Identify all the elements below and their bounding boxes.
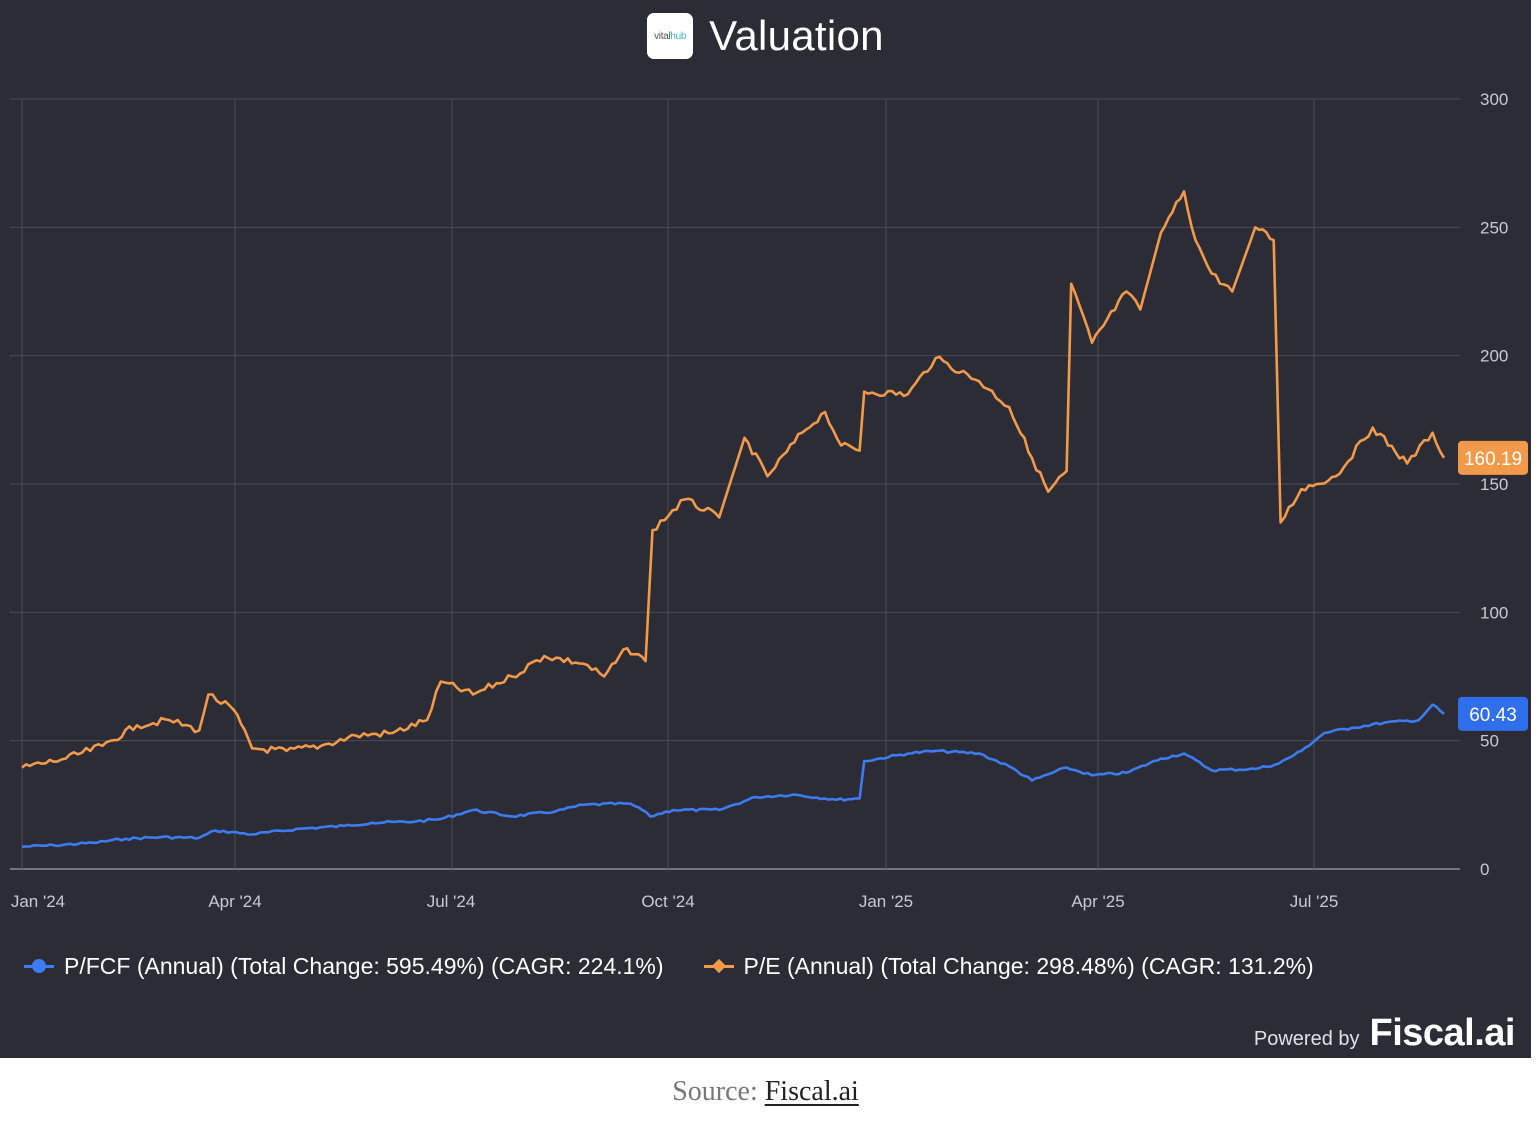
legend-label-pfcf: P/FCF (Annual) (Total Change: 595.49%) (…	[64, 952, 664, 979]
y-tick-label: 50	[1480, 732, 1499, 751]
powered-by[interactable]: Powered by Fiscal.ai	[1253, 1012, 1516, 1055]
powered-by-text: Powered by	[1253, 1028, 1360, 1050]
company-logo: vitalhub	[647, 13, 694, 59]
diamond-marker-icon	[703, 958, 734, 974]
circle-marker-icon	[24, 959, 54, 973]
end-label-pfcf: 60.43	[1469, 705, 1517, 726]
series-line-pfcf	[21, 703, 1445, 848]
chart-title: Valuation	[709, 12, 884, 59]
source-prefix: Source:	[672, 1076, 758, 1107]
x-tick-label: Apr '24	[208, 892, 261, 911]
x-tick-label: Apr '25	[1071, 892, 1124, 911]
x-tick-label: Jan '25	[859, 892, 913, 911]
chart-panel: vitalhub Valuation 0 50 100 150 200 250 300 Ja…	[0, 0, 1531, 1058]
series-line-pe	[21, 190, 1446, 769]
source-caption: Source: Fiscal.ai	[0, 1076, 1531, 1108]
chart-header: vitalhub Valuation	[0, 6, 1531, 66]
x-tick-label: Oct '24	[641, 892, 694, 911]
logo-text: vitalhub	[654, 31, 686, 42]
line-chart: 0 50 100 150 200 250 300 Jan '24 Apr '24 Jul '24…	[10, 90, 1528, 911]
legend: P/FCF (Annual) (Total Change: 595.49%) (…	[24, 946, 1314, 986]
end-label-pe: 160.19	[1464, 449, 1522, 470]
end-label-pe-box	[1458, 440, 1528, 475]
y-tick-label: 150	[1480, 475, 1508, 494]
source-link[interactable]: Fiscal.ai	[764, 1076, 859, 1107]
y-tick-label: 300	[1480, 90, 1508, 109]
brand-logo: Fiscal.ai	[1369, 1012, 1516, 1054]
grid	[10, 98, 1460, 870]
x-tick-label: Jan '24	[11, 892, 65, 911]
y-axis-ticks: 0 50 100 150 200 250 300	[1480, 90, 1508, 879]
logo-text-b: hub	[670, 30, 687, 42]
x-tick-label: Jul '25	[1290, 892, 1339, 911]
end-labels: 60.43 160.19	[1458, 440, 1528, 731]
y-tick-label: 200	[1480, 347, 1508, 366]
end-label-pfcf-box	[1458, 696, 1528, 731]
logo-text-a: vital	[654, 30, 671, 42]
x-tick-label: Jul '24	[427, 892, 476, 911]
y-tick-label: 100	[1480, 603, 1508, 622]
legend-item-pfcf[interactable]: P/FCF (Annual) (Total Change: 595.49%) (…	[24, 953, 664, 980]
legend-item-pe[interactable]: P/E (Annual) (Total Change: 298.48%) (CA…	[703, 952, 1314, 980]
series-layer	[21, 190, 1446, 848]
x-axis-ticks: Jan '24 Apr '24 Jul '24 Oct '24 Jan '25 Apr '…	[11, 892, 1338, 911]
legend-label-pe: P/E (Annual) (Total Change: 298.48%) (CA…	[743, 952, 1314, 979]
y-tick-label: 0	[1480, 860, 1489, 879]
y-tick-label: 250	[1480, 218, 1508, 237]
